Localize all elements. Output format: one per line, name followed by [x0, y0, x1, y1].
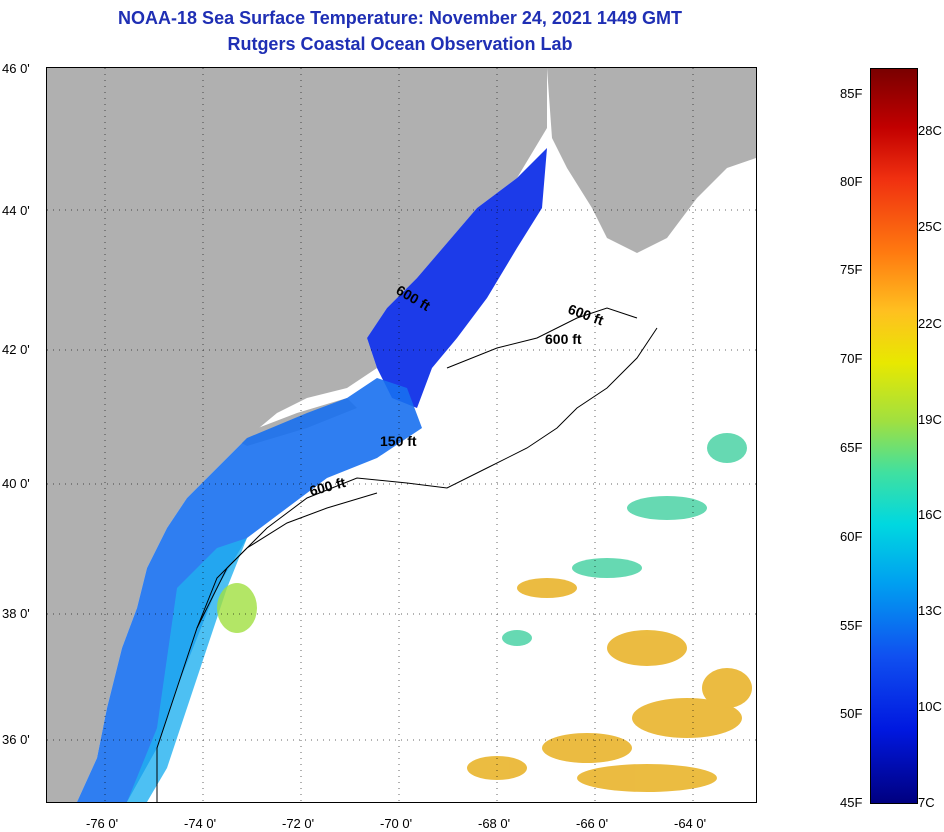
- colorbar-label-50f: 50F: [840, 706, 863, 721]
- colorbar-label-22c: 22C: [918, 316, 942, 331]
- lon-label-74: -74 0': [184, 816, 217, 831]
- map-subtitle: Rutgers Coastal Ocean Observation Lab: [227, 34, 573, 54]
- sst-coastal-water: [127, 538, 247, 802]
- lat-label-42: 42 0': [2, 342, 30, 357]
- contour-label-4: 150 ft: [380, 433, 417, 449]
- colorbar-label-13c: 13C: [918, 603, 942, 618]
- colorbar-label-28c: 28C: [918, 123, 942, 138]
- lon-label-64: -64 0': [674, 816, 707, 831]
- land-canada: [547, 68, 756, 253]
- map-grid: [47, 68, 756, 802]
- lat-label-44: 44 0': [2, 203, 30, 218]
- lon-label-68: -68 0': [478, 816, 511, 831]
- contour-label-3: 600 ft: [545, 331, 582, 347]
- sst-warm-patches: [467, 578, 752, 792]
- lon-label-72: -72 0': [282, 816, 315, 831]
- lat-label-38: 38 0': [2, 606, 30, 621]
- colorbar-label-65f: 65F: [840, 440, 863, 455]
- colorbar-label-16c: 16C: [918, 507, 942, 522]
- colorbar-label-80f: 80F: [840, 174, 863, 189]
- lon-label-76: -76 0': [86, 816, 119, 831]
- sst-map[interactable]: 600 ft 600 ft 600 ft 150 ft 600 ft: [46, 67, 757, 803]
- temperature-colorbar: [870, 68, 918, 804]
- lon-label-70: -70 0': [380, 816, 413, 831]
- colorbar-label-19c: 19C: [918, 412, 942, 427]
- colorbar-label-25c: 25C: [918, 219, 942, 234]
- colorbar-label-75f: 75F: [840, 262, 863, 277]
- lon-label-66: -66 0': [576, 816, 609, 831]
- sst-gulf-of-maine: [367, 148, 547, 408]
- colorbar-label-85f: 85F: [840, 86, 863, 101]
- land-us: [47, 68, 547, 802]
- lat-label-40: 40 0': [2, 476, 30, 491]
- colorbar-label-60f: 60F: [840, 529, 863, 544]
- map-title: NOAA-18 Sea Surface Temperature: Novembe…: [118, 8, 682, 28]
- lat-label-46: 46 0': [2, 61, 30, 76]
- colorbar-label-55f: 55F: [840, 618, 863, 633]
- colorbar-label-45f: 45F: [840, 795, 863, 810]
- colorbar-label-10c: 10C: [918, 699, 942, 714]
- colorbar-label-70f: 70F: [840, 351, 863, 366]
- sst-map-canvas: 600 ft 600 ft 600 ft 150 ft 600 ft: [47, 68, 756, 802]
- contour-label-2: 600 ft: [566, 301, 606, 329]
- sst-mid-patches: [217, 433, 747, 646]
- colorbar-label-7c: 7C: [918, 795, 935, 810]
- bathymetry-contours: [156, 307, 658, 802]
- lat-label-36: 36 0': [2, 732, 30, 747]
